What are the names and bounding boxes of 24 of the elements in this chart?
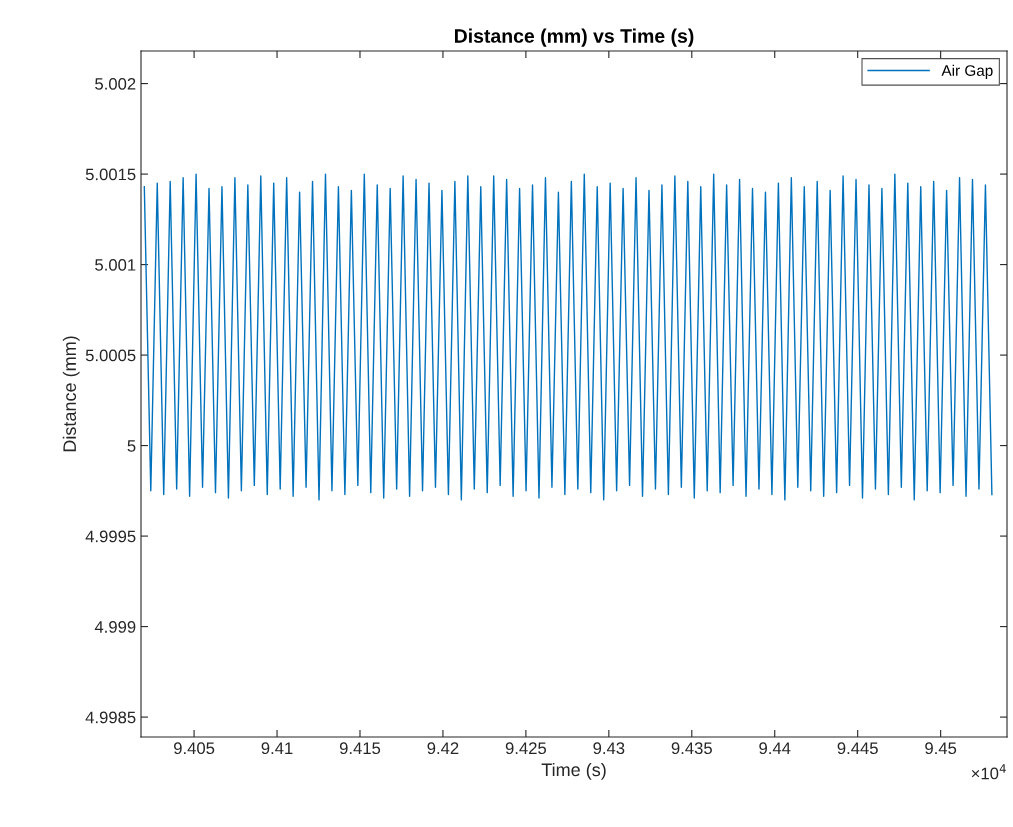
x-tick-label: 9.435 [671, 742, 712, 755]
y-tick-label: 4.999 [94, 620, 136, 633]
x-tick-label: 9.45 [925, 742, 957, 755]
x-tick-label: 9.445 [837, 742, 878, 755]
y-tick-label: 5.001 [95, 258, 136, 271]
y-tick-label: 4.9985 [85, 711, 136, 724]
x-tick-label: 9.405 [174, 742, 215, 755]
x-tick-label: 9.43 [593, 742, 625, 755]
x-tick-label: 9.415 [339, 742, 381, 755]
y-tick-label: 5.0015 [85, 168, 136, 181]
x-tick-label: 9.44 [759, 742, 791, 755]
y-tick-label: 5.0005 [85, 349, 136, 362]
x-axis-title: Time (s) [541, 762, 606, 780]
x-tick-label: 9.41 [261, 742, 293, 755]
x-tick-label: 9.425 [505, 742, 547, 755]
text: ×10$^{4}$ [971, 764, 1006, 780]
chart-title: Distance (mm) vs Time (s) [454, 28, 694, 47]
y-tick-label: 5.002 [95, 77, 136, 90]
y-axis-title: Distance (mm) [62, 336, 80, 452]
y-tick-label: 4.9995 [85, 530, 136, 543]
legend-label: Air Gap [941, 64, 993, 79]
x-tick-label: 9.42 [427, 742, 459, 755]
y-tick-label: 5 [127, 440, 136, 452]
line-series [143, 173, 993, 501]
